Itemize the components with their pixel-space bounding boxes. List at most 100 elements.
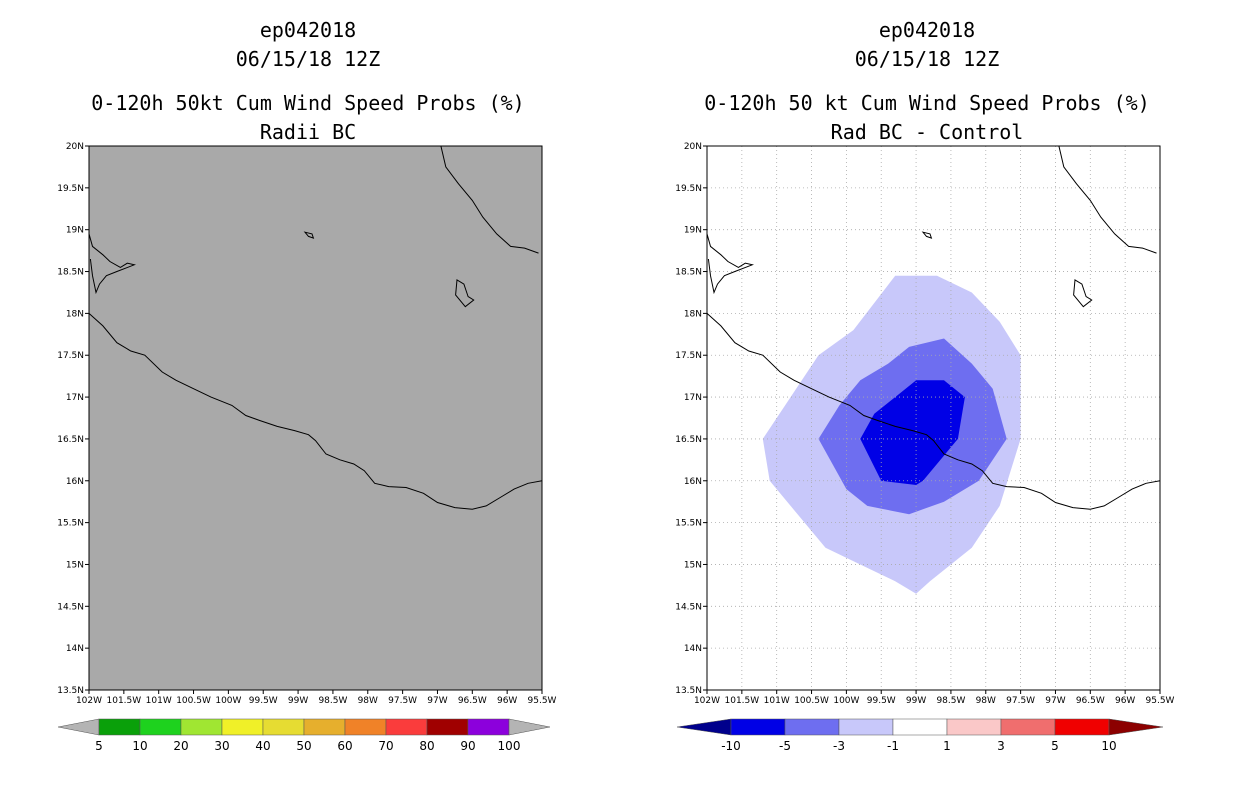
colorbar-under-arrow: [57, 718, 100, 736]
colorbar-label: 10: [1101, 739, 1116, 753]
x-tick-label: 96.5W: [458, 696, 487, 706]
colorbar-label: 50: [296, 739, 311, 753]
colorbar-box: [98, 718, 141, 736]
y-tick-label: 14.5N: [57, 602, 84, 612]
y-tick-label: 17.5N: [675, 351, 702, 361]
colorbar-label: 90: [460, 739, 475, 753]
x-tick-label: 96.5W: [1076, 696, 1105, 706]
title-storm-id: ep042018: [878, 18, 976, 42]
x-tick-label: 95.5W: [1146, 696, 1175, 706]
colorbar-box: [344, 718, 387, 736]
coastline-layer: [706, 145, 1161, 510]
colorbar-label: 100: [498, 739, 521, 753]
x-tick-label: 99.5W: [249, 696, 278, 706]
colorbar-box: [303, 718, 346, 736]
panel-rad-bc-minus-control: ep042018 06/15/18 12Z 0-120h 50 kt Cum W…: [618, 0, 1236, 800]
colorbar-label: 5: [95, 739, 103, 753]
y-tick-label: 20N: [66, 142, 84, 152]
y-tick-label: 18N: [684, 309, 702, 319]
x-tick-label: 99W: [288, 696, 308, 706]
x-tick-label: 97W: [427, 696, 447, 706]
y-tick-label: 14.5N: [675, 602, 702, 612]
axes: 102W 101.5W 101W 100.5W 100W 99.5W 99W 98.5W 98W…: [57, 142, 556, 706]
y-tick-label: 19.5N: [675, 184, 702, 194]
coastline-inland: [88, 233, 137, 295]
coastline-gulf: [440, 145, 539, 254]
x-tick-label: 100.5W: [794, 696, 829, 706]
colorbar-box: [946, 718, 1002, 736]
grid-lines: [707, 146, 1160, 690]
colorbar-label: 60: [337, 739, 352, 753]
x-tick-label: 95.5W: [528, 696, 557, 706]
y-tick-label: 13.5N: [57, 686, 84, 696]
colorbar-label: -10: [721, 739, 741, 753]
colorbar-label: -1: [887, 739, 899, 753]
title-date: 06/15/18 12Z: [854, 47, 1000, 71]
x-tick-label: 99.5W: [867, 696, 896, 706]
colorbar-label: 20: [173, 739, 188, 753]
map-difference: 102W 101.5W 101W 100.5W 100W 99.5W 99W 98.5W 98W…: [675, 142, 1175, 753]
coastline-pacific: [88, 313, 543, 510]
y-tick-label: 19.5N: [57, 184, 84, 194]
colorbar-box: [262, 718, 305, 736]
y-tick-label: 14N: [684, 644, 702, 654]
y-tick-label: 15N: [684, 560, 702, 570]
coastline-layer: [88, 145, 543, 510]
contour-fill: [860, 380, 965, 485]
colorbar-box: [180, 718, 223, 736]
x-tick-label: 102W: [76, 696, 102, 706]
x-tick-label: 101W: [146, 696, 172, 706]
x-tick-label: 98W: [976, 696, 996, 706]
colorbar-label: 3: [997, 739, 1005, 753]
colorbar-over-arrow: [508, 718, 551, 736]
colorbar: 5 10 20 30 40 50 60 70 80 90 100: [57, 718, 551, 753]
colorbar: -10 -5 -3 -1 1 3 5 10: [676, 718, 1164, 753]
colorbar-label: 80: [419, 739, 434, 753]
x-tick-label: 101.5W: [107, 696, 142, 706]
y-tick-label: 18.5N: [675, 268, 702, 278]
colorbar-label: 1: [943, 739, 951, 753]
colorbar-box: [1054, 718, 1110, 736]
y-tick-label: 19N: [66, 226, 84, 236]
x-tick-label: 101.5W: [725, 696, 760, 706]
colorbar-label: 30: [214, 739, 229, 753]
colorbar-box: [139, 718, 182, 736]
y-tick-label: 15.5N: [57, 519, 84, 529]
title-variable: 0-120h 50 kt Cum Wind Speed Probs (%): [704, 91, 1150, 115]
x-tick-label: 102W: [694, 696, 720, 706]
y-tick-label: 15N: [66, 560, 84, 570]
y-tick-label: 17N: [684, 393, 702, 403]
colorbar-box: [385, 718, 428, 736]
coastline-gulf: [1058, 145, 1157, 254]
colorbar-box: [221, 718, 264, 736]
y-tick-label: 17N: [66, 393, 84, 403]
y-tick-label: 19N: [684, 226, 702, 236]
y-tick-label: 20N: [684, 142, 702, 152]
x-tick-label: 100W: [215, 696, 241, 706]
y-tick-label: 16N: [684, 477, 702, 487]
y-tick-label: 15.5N: [675, 519, 702, 529]
x-tick-label: 98.5W: [318, 696, 347, 706]
colorbar-label: -5: [779, 739, 791, 753]
y-tick-label: 17.5N: [57, 351, 84, 361]
map-radii-bc: 102W 101.5W 101W 100.5W 100W 99.5W 99W 98.5W 98W…: [57, 142, 556, 753]
colorbar-box: [426, 718, 469, 736]
title-variable: 0-120h 50kt Cum Wind Speed Probs (%): [91, 91, 525, 115]
plot-frame: [706, 145, 1161, 691]
x-tick-label: 99W: [906, 696, 926, 706]
lake-outline: [303, 231, 315, 239]
y-tick-label: 18.5N: [57, 268, 84, 278]
colorbar-box: [892, 718, 948, 736]
colorbar-label: 5: [1051, 739, 1059, 753]
x-tick-label: 97.5W: [388, 696, 417, 706]
x-tick-label: 96W: [1115, 696, 1135, 706]
x-tick-label: 98.5W: [936, 696, 965, 706]
colorbar-box: [784, 718, 840, 736]
y-tick-label: 16N: [66, 477, 84, 487]
x-tick-label: 100.5W: [176, 696, 211, 706]
x-tick-label: 97W: [1045, 696, 1065, 706]
y-tick-label: 16.5N: [675, 435, 702, 445]
lake-outline: [921, 231, 933, 239]
coastline-inland: [706, 233, 755, 295]
panel-radii-bc: ep042018 06/15/18 12Z 0-120h 50kt Cum Wi…: [57, 19, 556, 753]
